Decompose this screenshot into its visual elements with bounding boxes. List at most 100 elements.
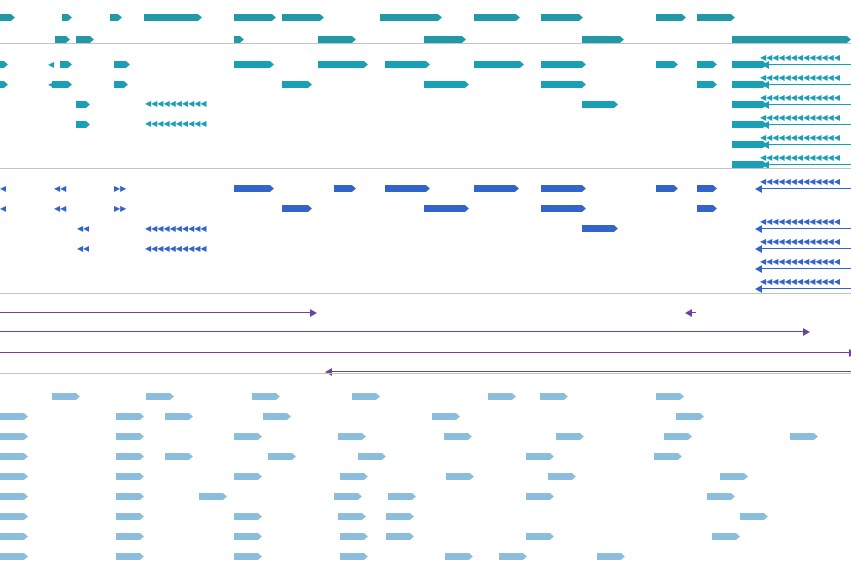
est-feature[interactable]	[0, 413, 28, 420]
protein-feature[interactable]	[385, 185, 430, 192]
est-feature[interactable]	[540, 393, 568, 400]
gene-feature[interactable]	[656, 14, 686, 21]
gene-feature[interactable]	[424, 36, 466, 43]
est-feature[interactable]	[0, 553, 28, 560]
transcript-feature[interactable]	[732, 61, 767, 68]
est-feature[interactable]	[548, 473, 576, 480]
protein-feature[interactable]	[541, 185, 586, 192]
gene-feature[interactable]	[541, 14, 583, 21]
transcript-intron[interactable]	[767, 84, 851, 85]
est-feature[interactable]	[199, 493, 227, 500]
est-feature[interactable]	[263, 413, 291, 420]
transcript-exon[interactable]: ◀◀◀◀◀◀◀◀◀◀◀◀◀	[760, 94, 840, 102]
est-feature[interactable]	[165, 453, 193, 460]
est-feature[interactable]	[0, 473, 28, 480]
est-feature[interactable]	[340, 553, 368, 560]
protein-feature[interactable]	[541, 205, 586, 212]
gene-feature[interactable]	[55, 36, 70, 43]
clone-feature[interactable]	[0, 352, 851, 353]
est-feature[interactable]	[116, 493, 144, 500]
transcript-exon[interactable]: ◀	[0, 61, 4, 69]
est-feature[interactable]	[676, 413, 704, 420]
transcript-intron[interactable]	[767, 64, 851, 65]
est-feature[interactable]	[234, 513, 262, 520]
est-feature[interactable]	[444, 433, 472, 440]
est-feature[interactable]	[116, 553, 144, 560]
est-feature[interactable]	[654, 453, 682, 460]
est-feature[interactable]	[526, 533, 554, 540]
est-feature[interactable]	[388, 493, 416, 500]
transcript-exon[interactable]: ◀◀◀◀◀◀◀◀◀◀◀◀◀	[760, 134, 840, 142]
est-feature[interactable]	[526, 453, 554, 460]
protein-exon[interactable]: ◀◀	[54, 185, 67, 193]
est-feature[interactable]	[234, 533, 262, 540]
protein-feature[interactable]	[582, 225, 618, 232]
protein-feature[interactable]	[424, 205, 469, 212]
protein-intron[interactable]	[760, 288, 851, 289]
transcript-exon[interactable]: ◀◀◀◀◀◀◀◀◀◀◀◀◀	[760, 54, 840, 62]
protein-exon[interactable]: ◀◀◀◀◀◀◀◀◀◀	[145, 245, 207, 253]
protein-intron[interactable]	[760, 268, 851, 269]
transcript-intron[interactable]	[767, 164, 851, 165]
transcript-exon[interactable]: ◀◀◀◀◀◀◀◀◀◀◀◀◀	[760, 114, 840, 122]
transcript-feature[interactable]	[732, 141, 767, 148]
transcript-exon[interactable]: ◀◀◀◀◀◀◀◀◀◀◀◀◀	[760, 74, 840, 82]
transcript-feature[interactable]	[60, 61, 72, 68]
est-feature[interactable]	[116, 533, 144, 540]
est-feature[interactable]	[664, 433, 692, 440]
transcript-exon[interactable]: ◀◀◀◀◀◀◀◀◀◀◀◀◀	[760, 154, 840, 162]
est-feature[interactable]	[52, 393, 80, 400]
est-feature[interactable]	[116, 513, 144, 520]
gene-feature[interactable]	[234, 36, 244, 43]
transcript-exon[interactable]: ◀	[48, 61, 55, 69]
est-feature[interactable]	[386, 513, 414, 520]
protein-exon[interactable]: ◀	[0, 205, 6, 213]
protein-exon[interactable]: ◀◀	[54, 205, 67, 213]
gene-feature[interactable]	[110, 14, 122, 21]
transcript-feature[interactable]	[582, 101, 618, 108]
clone-feature[interactable]	[330, 371, 851, 372]
gene-feature[interactable]	[0, 14, 15, 21]
est-feature[interactable]	[556, 433, 584, 440]
est-feature[interactable]	[446, 473, 474, 480]
transcript-intron[interactable]	[767, 124, 851, 125]
transcript-feature[interactable]	[656, 61, 678, 68]
protein-exon[interactable]: ◀	[0, 185, 6, 193]
transcript-feature[interactable]	[474, 61, 524, 68]
est-feature[interactable]	[720, 473, 748, 480]
transcript-feature[interactable]	[424, 81, 469, 88]
protein-intron[interactable]	[760, 188, 851, 189]
est-feature[interactable]	[526, 493, 554, 500]
est-feature[interactable]	[338, 433, 366, 440]
est-feature[interactable]	[116, 433, 144, 440]
transcript-feature[interactable]	[541, 61, 586, 68]
est-feature[interactable]	[234, 553, 262, 560]
transcript-feature[interactable]	[732, 101, 767, 108]
protein-intron[interactable]	[760, 228, 851, 229]
protein-feature[interactable]	[282, 205, 312, 212]
transcript-exon[interactable]: ◀◀◀◀◀◀◀◀◀◀	[145, 120, 207, 128]
transcript-feature[interactable]	[318, 61, 368, 68]
clone-feature[interactable]	[0, 312, 312, 313]
est-feature[interactable]	[707, 493, 735, 500]
protein-exon[interactable]: ◀◀◀◀◀◀◀◀◀◀◀◀◀	[760, 278, 840, 286]
est-feature[interactable]	[234, 473, 262, 480]
gene-feature[interactable]	[282, 14, 324, 21]
est-feature[interactable]	[338, 513, 366, 520]
est-feature[interactable]	[488, 393, 516, 400]
transcript-feature[interactable]	[76, 101, 90, 108]
transcript-feature[interactable]	[282, 81, 312, 88]
est-feature[interactable]	[358, 453, 386, 460]
est-feature[interactable]	[234, 433, 262, 440]
est-feature[interactable]	[252, 393, 280, 400]
est-feature[interactable]	[0, 453, 28, 460]
transcript-feature[interactable]	[732, 161, 767, 168]
gene-feature[interactable]	[474, 14, 520, 21]
est-feature[interactable]	[597, 553, 625, 560]
gene-feature[interactable]	[62, 14, 72, 21]
est-feature[interactable]	[740, 513, 768, 520]
est-feature[interactable]	[116, 453, 144, 460]
est-feature[interactable]	[0, 433, 28, 440]
transcript-feature[interactable]	[385, 61, 430, 68]
est-feature[interactable]	[268, 453, 296, 460]
